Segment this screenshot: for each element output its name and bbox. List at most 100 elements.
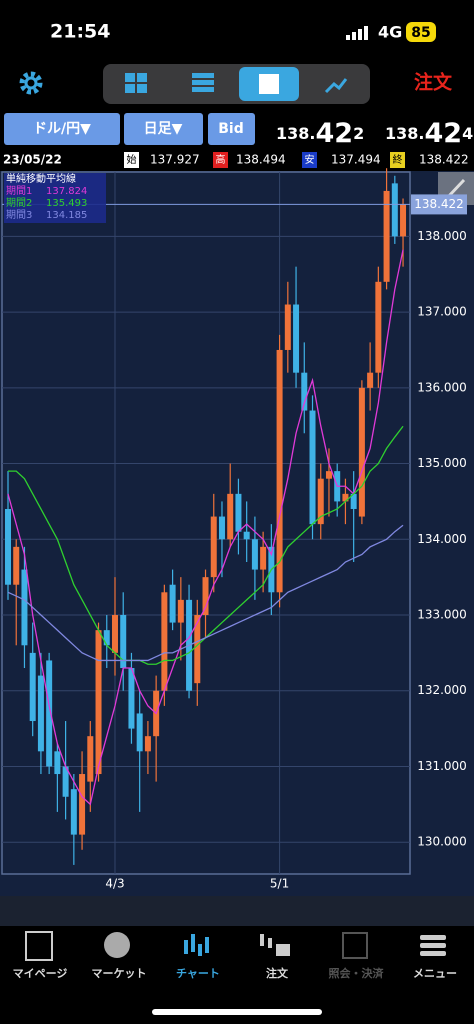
candle-body [13,546,20,585]
candle-body [260,546,267,570]
close-value: 138.422 [419,153,469,167]
candle-body [350,493,357,509]
high-value: 138.494 [236,153,286,167]
order-button[interactable]: 注文 [414,71,453,94]
tab-label[interactable]: マイページ [13,967,68,980]
x-tick-label: 5/1 [270,877,289,891]
candle-body [5,508,11,585]
battery-icon [406,22,436,42]
candle-body [276,349,283,593]
candle-body [342,493,349,502]
bid-price: 138.422 [276,118,364,149]
home-indicator [152,1009,322,1015]
period-label: 日足▼ [144,121,183,137]
candle-body [87,736,94,782]
history-icon [342,932,368,959]
tab-label[interactable]: メニュー [413,967,457,980]
legend-name: 期間2 [6,197,32,209]
layout-list-button[interactable] [192,73,214,92]
side-label: Bid [218,121,244,137]
candle-body [367,372,374,388]
close-badge [390,152,405,168]
candle-body [128,668,135,729]
current-price-label: 138.422 [414,197,464,211]
ask-big: 42 [424,118,462,149]
candle-body [95,630,102,775]
candle-body [218,516,225,540]
candle-body [79,774,86,835]
candle-body [358,387,365,517]
y-tick-label: 135.000 [417,456,467,470]
open-badge [124,152,139,168]
signal-icon [346,26,368,40]
candle-body [293,304,300,373]
candle-body [375,281,382,373]
candle-body [62,766,69,797]
moving-average-line [7,524,404,662]
y-tick-label: 136.000 [417,380,467,394]
y-tick-label: 138.000 [417,229,467,243]
legend-value: 135.493 [46,198,87,209]
plot [2,168,410,874]
tab-label[interactable]: チャート [176,967,220,980]
layout-grid-button[interactable] [125,73,147,93]
candle-body [391,183,398,237]
candle-body [317,478,324,525]
candle-body [120,615,127,669]
legend-box [4,173,106,223]
legend-value: 134.185 [46,210,87,221]
bid-tail: 2 [353,124,364,143]
pair-label: ドル/円▼ [33,121,91,137]
chart-footer [0,896,474,926]
candle-body [161,592,168,691]
y-tick-label: 132.000 [417,683,467,697]
tab-bar [0,926,474,1024]
pencil-icon [446,178,466,199]
high-label: 高 [216,153,226,166]
y-tick-label: 133.000 [417,608,467,622]
y-tick-label: 137.000 [417,305,467,319]
close-label: 終 [393,153,403,166]
candle-body [243,531,250,540]
tab-labels: マイページ マーケット チャート 注文 照会・決済 メニュー [13,966,457,980]
layout-trend-button[interactable] [324,78,348,94]
bid-big: 42 [315,118,353,149]
layout-switch [103,64,370,104]
chart-icon [184,934,209,956]
tab-label[interactable]: 照会・決済 [329,966,385,980]
layout-single-icon [259,74,279,94]
candle-body [144,736,151,752]
low-label: 安 [305,153,315,166]
candle-body [111,615,118,653]
tab-label[interactable]: 注文 [266,966,289,980]
y-tick-label: 131.000 [417,759,467,773]
candle-body [169,584,176,623]
plot-frame [1,171,411,875]
legend-name: 期間1 [6,185,32,197]
side-selector[interactable] [208,113,255,145]
legend-title: 単純移動平均線 [6,172,76,185]
low-badge [302,152,317,168]
candle-body [301,372,308,411]
ask-price: 138.424 [385,118,473,149]
bid-head: 138. [276,124,315,143]
network: 4G [378,23,402,42]
candle-body [103,630,110,646]
period-selector[interactable] [124,113,203,145]
y-tick-label: 130.000 [417,835,467,849]
candle-body [54,751,61,775]
candle-body [29,652,36,722]
settings-icon[interactable] [19,71,43,95]
candle-body [177,599,184,623]
candle-body [227,493,234,540]
candle-body [70,789,77,835]
high-badge [213,152,228,168]
current-price-tag [411,194,467,215]
y-tick-label: 134.000 [417,532,467,546]
ask-head: 138. [385,124,424,143]
moving-average-line [7,249,404,806]
tab-label[interactable]: マーケット [92,967,147,980]
pair-selector[interactable] [4,113,120,145]
candle-body [46,660,53,767]
